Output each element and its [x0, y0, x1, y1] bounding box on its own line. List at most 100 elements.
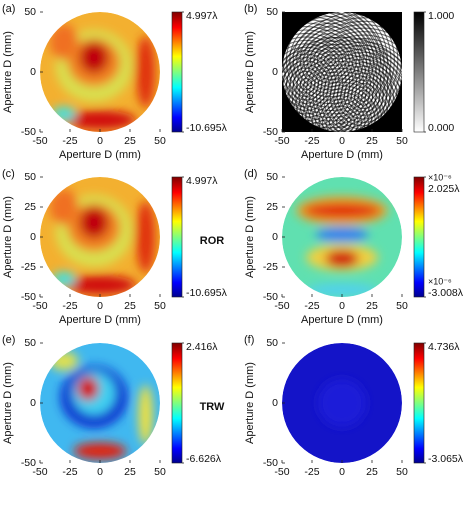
y-tick-label: 25 — [24, 201, 36, 213]
x-tick-label: 0 — [97, 466, 103, 478]
fringe — [282, 57, 402, 132]
x-tick-label: 50 — [396, 300, 408, 312]
y-axis-label: Aperture D (mm) — [2, 196, 14, 278]
colorbar-tick-label: -3.065λ — [428, 453, 464, 465]
field-feature — [49, 351, 79, 371]
field-feature — [64, 110, 136, 130]
panel: -50 -25 0 25 50 50 25 0 -25 -50 Aperture D (mm) Ape… — [2, 168, 228, 326]
x-tick-label: 25 — [366, 135, 378, 147]
x-tick-label: 50 — [396, 135, 408, 147]
y-tick-label: -50 — [263, 457, 278, 469]
fringe — [282, 53, 337, 115]
fringe — [296, 74, 316, 94]
panel: -50 -25 0 25 50 50 0 -50 Aperture D (mm) (e) 2.416… — [2, 334, 225, 478]
panel-label: (e) — [2, 334, 15, 346]
x-tick-label: -25 — [62, 300, 77, 312]
y-axis-label: Aperture D (mm) — [244, 31, 256, 113]
x-tick-label: -25 — [304, 466, 319, 478]
field-image — [40, 12, 160, 132]
field-image — [282, 177, 402, 297]
y-tick-label: 0 — [30, 66, 36, 78]
x-tick-label: 0 — [97, 300, 103, 312]
x-tick-label: -50 — [274, 135, 289, 147]
fringe — [282, 54, 402, 132]
field-image — [40, 177, 160, 297]
y-axis-label: Aperture D (mm) — [2, 31, 14, 113]
panel-label: (d) — [244, 168, 257, 180]
y-tick-label: -50 — [21, 126, 36, 138]
y-tick-label: 50 — [24, 171, 36, 183]
fringe — [282, 29, 361, 132]
x-tick-label: -50 — [32, 135, 47, 147]
x-tick-label: -50 — [32, 300, 47, 312]
side-label: TRW — [200, 401, 225, 413]
fringe — [312, 44, 402, 132]
y-tick-label: 50 — [266, 171, 278, 183]
x-tick-label: 50 — [154, 135, 166, 147]
fringe — [282, 12, 382, 132]
field-image — [40, 343, 160, 463]
fringe — [282, 32, 358, 132]
colorbar-tick-label: 1.000 — [428, 10, 454, 22]
panel: -50 -25 0 25 50 50 25 0 -25 -50 Aperture D (mm) Ape… — [244, 168, 464, 326]
y-tick-label: 0 — [272, 66, 278, 78]
x-tick-label: -25 — [62, 135, 77, 147]
x-tick-label: 50 — [154, 300, 166, 312]
fringe — [319, 51, 402, 132]
field-feature — [138, 385, 153, 445]
fringe — [282, 60, 402, 132]
colorbar — [171, 176, 183, 298]
field-feature — [306, 283, 378, 296]
x-tick-label: 0 — [339, 135, 345, 147]
panel-label: (a) — [2, 3, 15, 15]
fringe — [303, 81, 309, 87]
x-tick-label: 0 — [339, 300, 345, 312]
field-feature — [136, 36, 156, 108]
panel: -50 -25 0 25 50 50 0 -50 Aperture D (mm) (f) 4.736… — [244, 334, 464, 478]
field-image — [282, 343, 402, 463]
field-feature — [303, 203, 381, 218]
fringe — [282, 25, 365, 132]
field-feature — [52, 271, 76, 287]
y-tick-label: -50 — [263, 291, 278, 303]
y-tick-label: 50 — [266, 6, 278, 18]
colorbar — [413, 176, 425, 298]
fringe — [282, 12, 385, 132]
y-tick-label: -50 — [21, 291, 36, 303]
y-tick-label: -50 — [21, 457, 36, 469]
colorbar-exponent: ×10⁻⁶ — [428, 172, 452, 182]
colorbar-tick-label: -10.695λ — [186, 287, 228, 299]
colorbar-tick-label: -10.695λ — [186, 122, 228, 134]
colorbar-tick-label: 2.416λ — [186, 341, 218, 353]
x-tick-label: 0 — [339, 466, 345, 478]
fringe — [282, 36, 402, 132]
fringe — [282, 12, 389, 132]
fringe — [282, 57, 333, 111]
fringe — [335, 116, 349, 129]
fringe — [291, 24, 402, 132]
x-tick-label: -25 — [304, 300, 319, 312]
panel-label: (c) — [2, 168, 15, 180]
colorbar-exponent: ×10⁻⁶ — [428, 276, 452, 286]
fringe — [282, 12, 399, 129]
x-tick-label: 25 — [124, 466, 136, 478]
y-tick-label: 0 — [30, 231, 36, 243]
y-tick-label: -25 — [21, 261, 36, 273]
side-label: ROR — [200, 235, 225, 247]
fringe — [282, 50, 340, 118]
x-axis-label: Aperture D (mm) — [59, 314, 141, 326]
x-tick-label: -50 — [274, 300, 289, 312]
y-tick-label: -25 — [263, 261, 278, 273]
fringe — [286, 64, 326, 104]
x-axis-label: Aperture D (mm) — [301, 314, 383, 326]
panel: -50 -25 0 25 50 50 0 -50 Aperture D (mm) Aperture… — [244, 3, 455, 161]
field-feature — [79, 207, 109, 239]
x-tick-label: 50 — [396, 466, 408, 478]
fringe — [282, 47, 402, 132]
fringe — [299, 77, 313, 91]
y-axis-label: Aperture D (mm) — [2, 362, 14, 444]
x-tick-label: 25 — [366, 300, 378, 312]
fringe — [315, 95, 369, 132]
fringe — [282, 50, 402, 132]
field-feature — [79, 42, 109, 74]
